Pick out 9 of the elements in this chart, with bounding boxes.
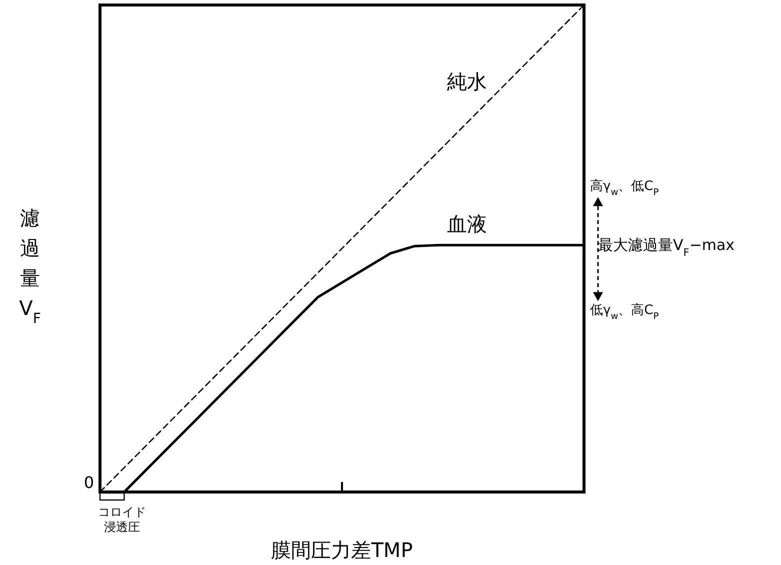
y-axis-title: 濾過量V$_{F}$	[19, 206, 41, 327]
text: 最大濾過量V$_{F}$−max	[598, 236, 735, 260]
x-axis-title: 膜間圧力差TMP	[271, 538, 413, 562]
text: コロイド浸透圧	[98, 505, 146, 534]
text: 低γ$_{w}$、高C$_{P}$	[590, 302, 660, 322]
text: 高γ$_{w}$、低C$_{P}$	[590, 178, 660, 198]
series-label: 純水	[447, 69, 488, 94]
series-label: 血液	[447, 212, 488, 236]
text: 0	[84, 473, 94, 492]
